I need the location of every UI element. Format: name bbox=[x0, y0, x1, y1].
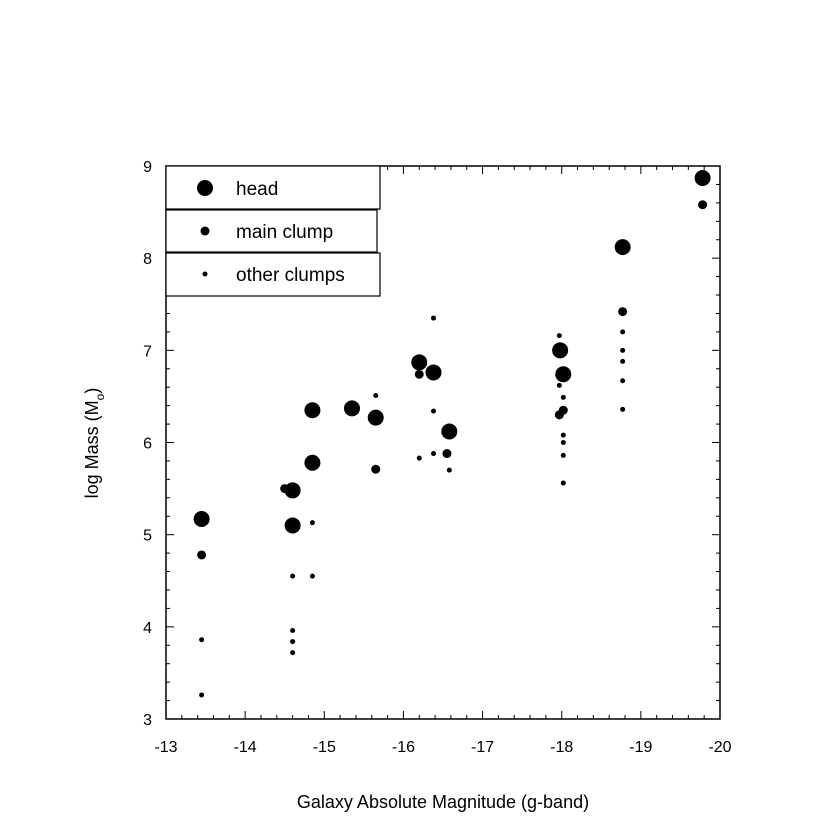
data-point-medium-dot bbox=[414, 369, 424, 379]
y-axis-title: log Mass (Mo) bbox=[82, 388, 107, 499]
data-point-large-dot bbox=[343, 400, 360, 417]
y-tick-label: 7 bbox=[143, 343, 152, 360]
data-point-medium-dot bbox=[558, 405, 568, 415]
data-point-large-dot bbox=[555, 366, 572, 383]
data-point-small-dot bbox=[199, 637, 205, 643]
data-point-small-dot bbox=[560, 394, 566, 400]
data-point-medium-dot bbox=[698, 200, 708, 210]
data-point-medium-dot bbox=[197, 550, 207, 560]
legend-marker-head bbox=[197, 180, 213, 196]
data-point-small-dot bbox=[290, 628, 296, 634]
y-tick-label: 5 bbox=[143, 528, 152, 545]
y-axis-title-subscript: o bbox=[93, 393, 107, 400]
y-tick-label: 4 bbox=[143, 620, 152, 637]
legend-label-other-clumps: other clumps bbox=[236, 265, 345, 286]
data-point-large-dot bbox=[694, 169, 711, 186]
data-point-small-dot bbox=[620, 378, 626, 384]
data-point-large-dot bbox=[284, 517, 301, 534]
data-point-medium-dot bbox=[371, 464, 381, 474]
data-point-large-dot bbox=[425, 364, 442, 381]
data-point-large-dot bbox=[367, 409, 384, 426]
data-point-small-dot bbox=[620, 358, 626, 364]
data-point-medium-dot bbox=[442, 449, 452, 459]
data-point-large-dot bbox=[411, 354, 428, 371]
data-point-small-dot bbox=[373, 392, 379, 398]
x-tick-label: -20 bbox=[708, 739, 731, 756]
y-tick-label: 8 bbox=[143, 251, 152, 268]
data-point-small-dot bbox=[290, 650, 296, 656]
y-tick-label: 9 bbox=[143, 159, 152, 176]
data-point-large-dot bbox=[193, 510, 210, 527]
y-axis-title-main: log Mass (M bbox=[82, 400, 102, 498]
legend-box-other-clumps bbox=[165, 252, 381, 297]
x-tick-label: -19 bbox=[629, 739, 652, 756]
x-tick-label: -14 bbox=[234, 739, 257, 756]
x-tick-label: -16 bbox=[392, 739, 415, 756]
data-point-small-dot bbox=[431, 451, 437, 457]
data-point-large-dot bbox=[304, 454, 321, 471]
legend: head main clump other clumps bbox=[165, 165, 381, 297]
data-point-small-dot bbox=[309, 573, 315, 579]
data-point-small-dot bbox=[446, 467, 452, 473]
data-point-small-dot bbox=[620, 347, 626, 353]
data-point-large-dot bbox=[441, 423, 458, 440]
data-point-small-dot bbox=[290, 573, 296, 579]
x-tick-label: -15 bbox=[313, 739, 336, 756]
data-points bbox=[193, 169, 711, 698]
data-point-small-dot bbox=[556, 382, 562, 388]
data-point-large-dot bbox=[304, 402, 321, 419]
data-point-small-dot bbox=[560, 432, 566, 438]
axis-tick-labels: -13 -14 -15 -16 -17 -18 -19 -20 3 4 5 6 7 8 9 bbox=[143, 159, 732, 756]
data-point-small-dot bbox=[290, 639, 296, 645]
x-tick-label: -18 bbox=[550, 739, 573, 756]
x-tick-label: -17 bbox=[471, 739, 494, 756]
legend-marker-other-clumps bbox=[202, 271, 208, 277]
x-tick-label: -13 bbox=[154, 739, 177, 756]
data-point-small-dot bbox=[620, 406, 626, 412]
data-point-large-dot bbox=[614, 239, 631, 256]
x-axis-title: Galaxy Absolute Magnitude (g-band) bbox=[297, 792, 589, 812]
data-point-large-dot bbox=[284, 482, 301, 499]
legend-marker-main-clump bbox=[200, 226, 210, 236]
data-point-small-dot bbox=[309, 520, 315, 526]
y-axis-title-close: ) bbox=[82, 388, 102, 394]
legend-label-main-clump: main clump bbox=[236, 222, 333, 243]
data-point-small-dot bbox=[556, 333, 562, 339]
data-point-medium-dot bbox=[618, 307, 628, 317]
data-point-small-dot bbox=[560, 440, 566, 445]
y-tick-label: 6 bbox=[143, 436, 152, 453]
data-point-large-dot bbox=[552, 342, 569, 359]
data-point-small-dot bbox=[199, 692, 205, 698]
data-point-small-dot bbox=[431, 315, 437, 321]
legend-label-head: head bbox=[236, 179, 278, 200]
data-point-small-dot bbox=[416, 455, 422, 461]
data-point-small-dot bbox=[560, 452, 566, 458]
svg-text:log Mass (Mo): log Mass (Mo) bbox=[82, 388, 107, 499]
y-tick-label: 3 bbox=[143, 712, 152, 729]
data-point-small-dot bbox=[560, 480, 566, 486]
data-point-small-dot bbox=[620, 329, 626, 335]
data-point-small-dot bbox=[431, 408, 437, 414]
